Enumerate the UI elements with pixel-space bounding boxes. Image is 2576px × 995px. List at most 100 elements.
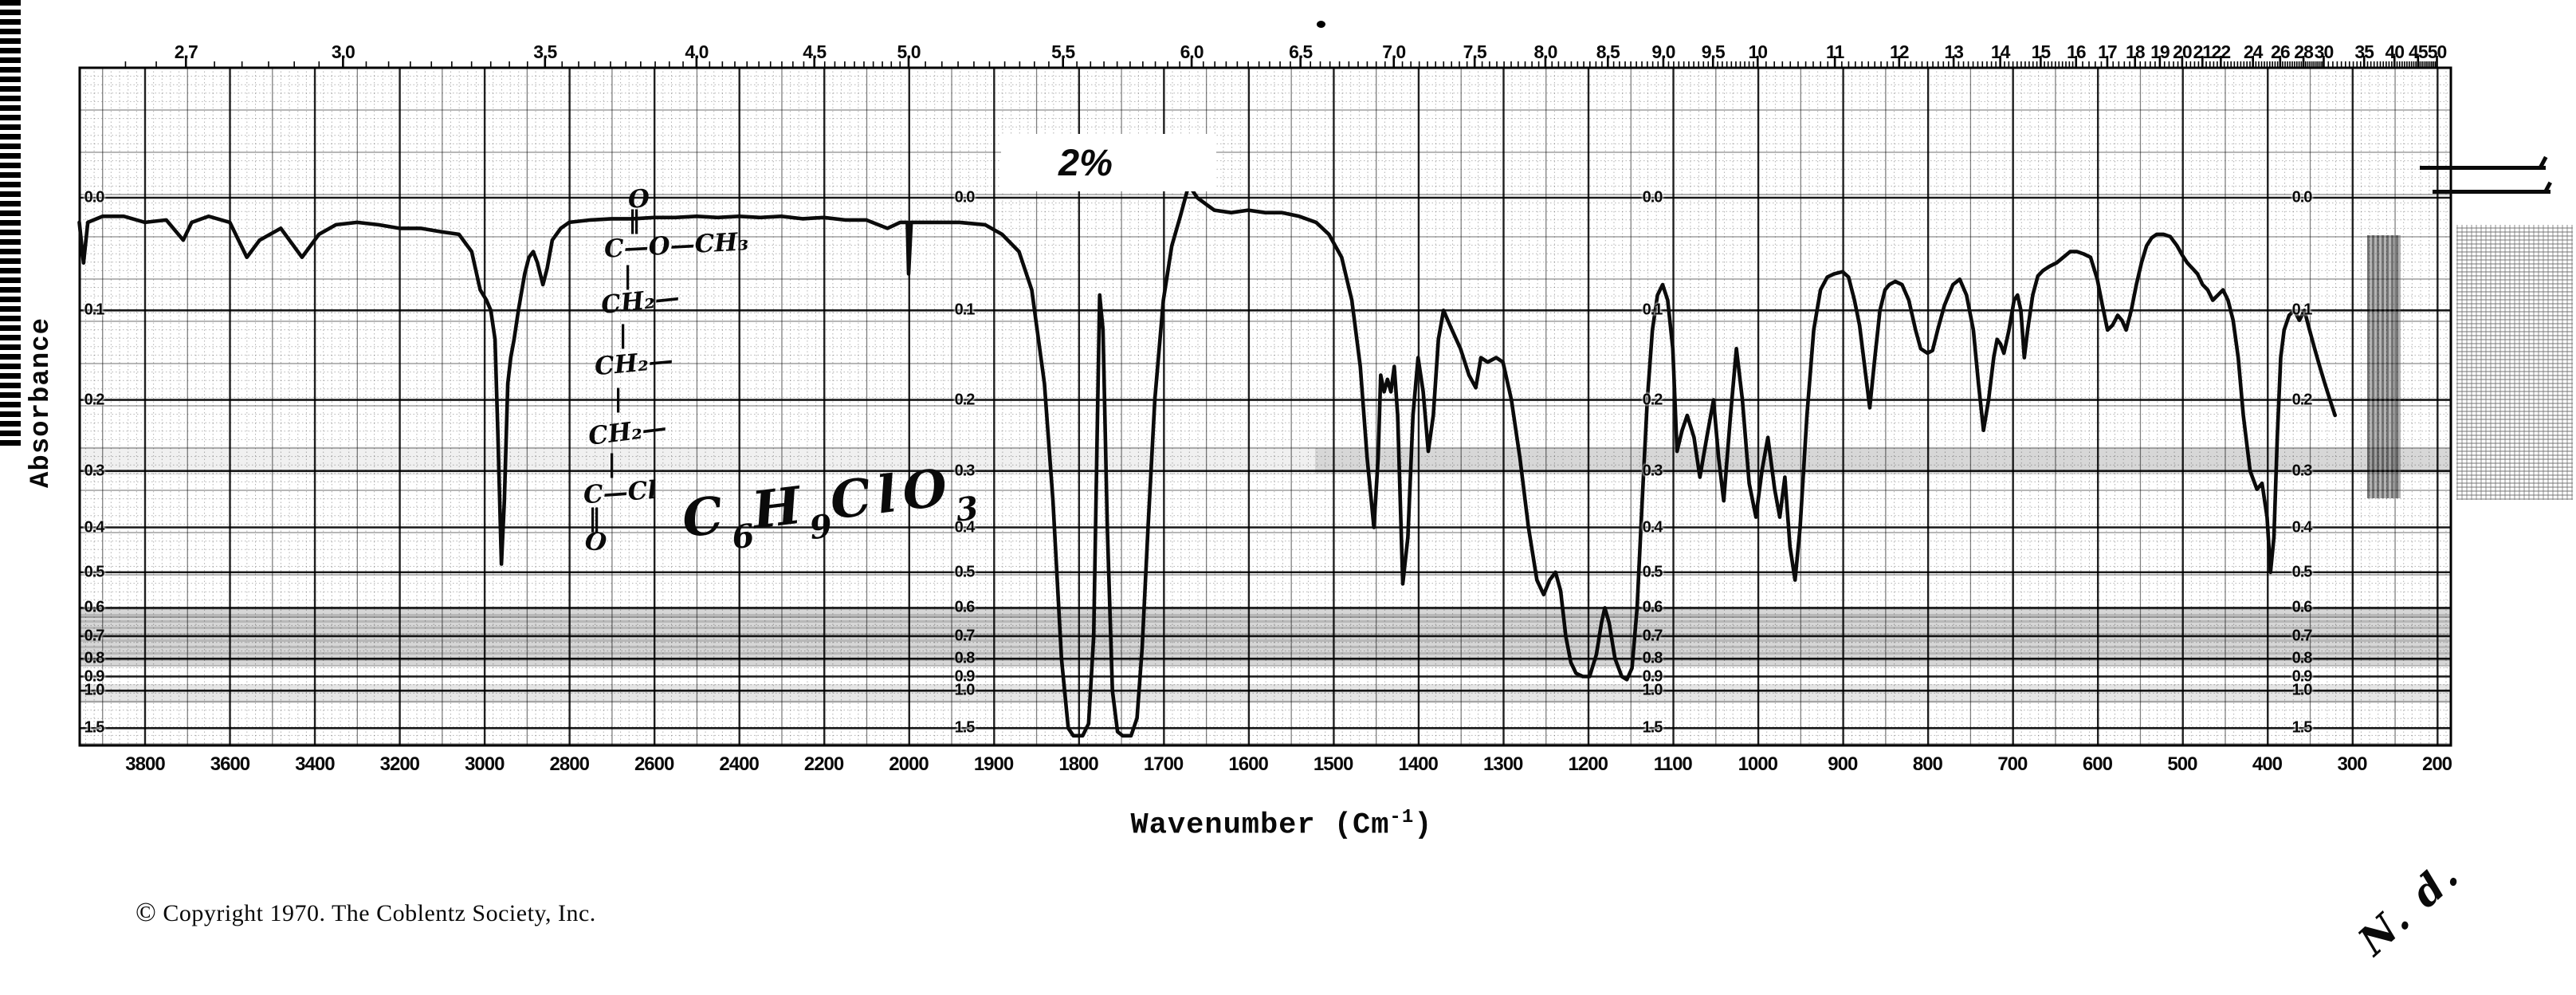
absorbance-tick-label: 0.8 — [2291, 649, 2313, 667]
bottom-axis-label: 200 — [2421, 753, 2452, 775]
absorbance-tick-label: 0.2 — [954, 391, 976, 409]
bottom-axis-label: 800 — [1912, 753, 1943, 775]
absorbance-tick-label: 0.9 — [84, 667, 105, 685]
structure-line: | — [618, 321, 628, 349]
top-axis-label: 6.5 — [1289, 41, 1313, 62]
ink-dot-artifact — [1317, 21, 1325, 28]
bottom-axis-label: 2600 — [634, 753, 674, 775]
absorbance-tick-label: 0.7 — [954, 627, 976, 645]
absorbance-tick-label: 0.6 — [84, 598, 105, 616]
top-axis-label: 19 — [2150, 41, 2170, 62]
absorbance-tick-label: 0.9 — [2291, 667, 2313, 685]
top-axis-label: 3.5 — [533, 41, 557, 62]
absorbance-tick-label: 0.6 — [954, 598, 976, 616]
absorbance-tick-label: 0.2 — [84, 391, 105, 409]
absorbance-tick-label: 1.0 — [2291, 681, 2313, 699]
absorbance-tick-label: 0.6 — [2291, 598, 2313, 616]
absorbance-tick-label: 0.4 — [2291, 518, 2313, 536]
absorbance-tick-label: 1.0 — [84, 681, 105, 699]
bottom-axis-label: 1800 — [1058, 753, 1098, 775]
bottom-axis-label: 1500 — [1313, 753, 1353, 775]
top-axis-label: 9.5 — [1701, 41, 1726, 62]
absorbance-tick-label: 0.0 — [1642, 188, 1663, 206]
absorbance-tick-label: 0.3 — [1642, 462, 1663, 480]
absorbance-tick-label: 0.1 — [84, 301, 105, 319]
top-axis-label: 35 — [2354, 41, 2374, 62]
bottom-axis-label: 900 — [1828, 753, 1858, 775]
absorbance-tick-label: 0.8 — [84, 649, 105, 667]
top-axis-label: 4.5 — [803, 41, 827, 62]
top-axis-label: 21 — [2193, 41, 2213, 62]
x-axis-title: Wavenumber (Cm-1) — [1131, 807, 1433, 842]
absorbance-tick-label: 1.5 — [84, 718, 105, 737]
bottom-axis-label: 1600 — [1228, 753, 1268, 775]
absorbance-tick-label: 0.7 — [84, 627, 105, 645]
pen-mark — [2420, 166, 2546, 170]
absorbance-tick-label: 0.1 — [954, 301, 976, 319]
absorbance-tick-label: 0.4 — [1642, 518, 1663, 536]
bottom-axis-label: 1900 — [973, 753, 1014, 775]
bottom-axis-label: 1100 — [1653, 753, 1693, 775]
absorbance-tick-label: 0.6 — [1642, 598, 1663, 616]
top-axis-label: 8.0 — [1533, 41, 1557, 62]
top-axis-label: 2.7 — [174, 41, 198, 62]
absorbance-tick-label: 0.7 — [2291, 627, 2313, 645]
absorbance-tick-label: 0.1 — [1642, 301, 1663, 319]
formula-element: C — [678, 484, 733, 550]
absorbance-tick-label: 1.5 — [1642, 718, 1663, 737]
bottom-axis-label: 3400 — [295, 753, 335, 775]
top-axis-label: 16 — [2066, 41, 2087, 62]
absorbance-tick-label: 0.3 — [84, 462, 105, 480]
bottom-axis-label: 2000 — [889, 753, 929, 775]
formula-subscript: 3 — [953, 489, 983, 529]
absorbance-tick-label: 0.5 — [2291, 563, 2313, 581]
top-axis-label: 8.5 — [1596, 41, 1620, 62]
x-axis-title-superscript: -1 — [1389, 807, 1415, 828]
bottom-axis-label: 600 — [2082, 753, 2113, 775]
bottom-axis-label: 1300 — [1482, 753, 1523, 775]
copyright-text: Copyright 1970. The Coblentz Society, In… — [163, 900, 596, 926]
bottom-axis-label: 2400 — [719, 753, 759, 775]
top-axis-label: 10 — [1748, 41, 1768, 62]
structure-line: O — [583, 526, 608, 558]
absorbance-tick-label: 0.1 — [2291, 301, 2313, 319]
pen-mark — [2433, 190, 2550, 194]
absorbance-tick-label: 1.5 — [954, 718, 976, 737]
top-axis-label: 13 — [1944, 41, 1964, 62]
absorbance-tick-label: 0.5 — [1642, 563, 1663, 581]
absorbance-tick-label: 0.0 — [2291, 188, 2313, 206]
copyright-line: © Copyright 1970. The Coblentz Society, … — [135, 898, 596, 928]
concentration-label: 2% — [1058, 141, 1113, 183]
bottom-axis-label: 1200 — [1568, 753, 1608, 775]
absorbance-tick-label: 0.3 — [954, 462, 976, 480]
structure-line: ‖ — [588, 504, 601, 533]
top-axis-label: 17 — [2098, 41, 2118, 62]
formula-element: Cl — [827, 463, 907, 532]
absorbance-tick-label: 0.0 — [954, 188, 976, 206]
top-axis-label: 5.5 — [1051, 41, 1075, 62]
absorbance-tick-label: 0.5 — [954, 563, 976, 581]
top-axis-label: 11 — [1825, 41, 1844, 62]
top-axis-label: 30 — [2314, 41, 2334, 62]
bottom-axis-label: 1700 — [1143, 753, 1184, 775]
top-axis-label: 40 — [2385, 41, 2405, 62]
absorbance-tick-label: 0.7 — [1642, 627, 1663, 645]
absorbance-tick-label: 0.5 — [84, 563, 105, 581]
top-axis-label: 24 — [2243, 41, 2264, 62]
top-axis-label: 5.0 — [897, 41, 921, 62]
top-axis-label: 3.0 — [331, 41, 355, 62]
top-axis-label: 7.5 — [1463, 41, 1487, 62]
structure-line: | — [623, 262, 633, 290]
top-axis-label: 45 — [2409, 41, 2429, 62]
absorbance-tick-label: 0.9 — [1642, 667, 1663, 685]
bottom-axis-label: 3800 — [125, 753, 165, 775]
absorbance-tick-label: 0.2 — [1642, 391, 1663, 409]
bottom-axis-label: 700 — [1997, 753, 2028, 775]
top-axis-label: 20 — [2173, 41, 2193, 62]
top-axis-label: 7.0 — [1382, 41, 1406, 62]
top-axis-label: 14 — [1990, 41, 2011, 62]
top-axis-label: 9.0 — [1651, 41, 1675, 62]
bottom-axis-label: 3000 — [465, 753, 505, 775]
absorbance-tick-label: 1.0 — [954, 681, 976, 699]
